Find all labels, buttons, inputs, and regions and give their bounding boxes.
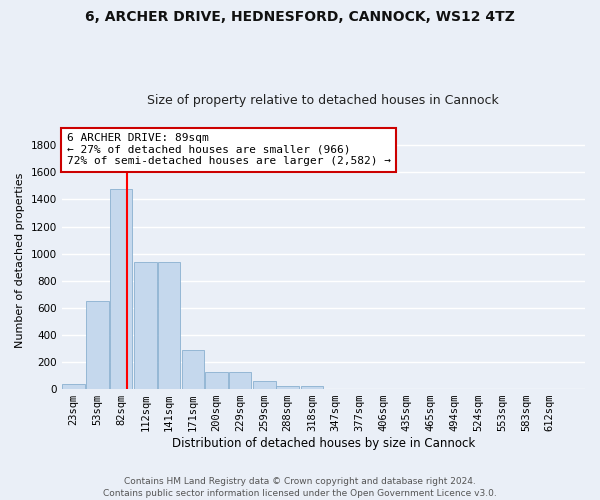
Bar	[86, 301, 109, 389]
Text: Contains HM Land Registry data © Crown copyright and database right 2024.
Contai: Contains HM Land Registry data © Crown c…	[103, 476, 497, 498]
Bar	[277, 386, 299, 389]
Bar	[229, 372, 251, 389]
X-axis label: Distribution of detached houses by size in Cannock: Distribution of detached houses by size …	[172, 437, 475, 450]
Bar	[62, 384, 85, 389]
Text: 6 ARCHER DRIVE: 89sqm
← 27% of detached houses are smaller (966)
72% of semi-det: 6 ARCHER DRIVE: 89sqm ← 27% of detached …	[67, 133, 391, 166]
Bar	[134, 262, 157, 389]
Title: Size of property relative to detached houses in Cannock: Size of property relative to detached ho…	[148, 94, 499, 107]
Text: 6, ARCHER DRIVE, HEDNESFORD, CANNOCK, WS12 4TZ: 6, ARCHER DRIVE, HEDNESFORD, CANNOCK, WS…	[85, 10, 515, 24]
Bar	[253, 381, 275, 389]
Y-axis label: Number of detached properties: Number of detached properties	[15, 172, 25, 348]
Bar	[158, 262, 180, 389]
Bar	[182, 350, 205, 389]
Bar	[205, 372, 228, 389]
Bar	[110, 190, 133, 389]
Bar	[301, 386, 323, 389]
